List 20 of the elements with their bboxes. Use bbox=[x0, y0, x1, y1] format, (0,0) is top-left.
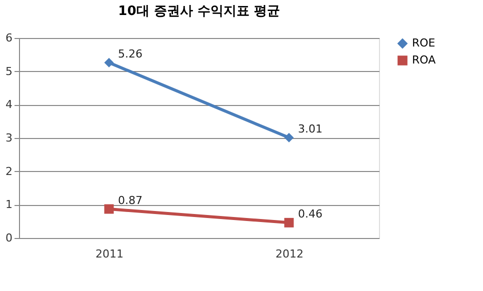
legend-label: ROA bbox=[412, 54, 436, 66]
y-tick-label: 6 bbox=[6, 32, 12, 44]
legend-label: ROE bbox=[412, 36, 436, 50]
data-label: 0.87 bbox=[118, 194, 142, 207]
x-tick-label: 2011 bbox=[96, 248, 124, 260]
data-label: 0.46 bbox=[298, 208, 322, 221]
y-tick-label: 0 bbox=[6, 232, 12, 244]
data-label: 3.01 bbox=[298, 122, 322, 136]
point bbox=[104, 204, 114, 214]
chart-title: 10대 증권사 수익지표 평균 bbox=[118, 4, 280, 19]
y-tick-label: 3 bbox=[6, 132, 12, 144]
y-tick-label: 2 bbox=[6, 164, 12, 178]
data-label: 5.26 bbox=[118, 48, 142, 61]
point bbox=[284, 218, 294, 228]
y-tick-label: 5 bbox=[6, 64, 12, 78]
point bbox=[284, 132, 294, 142]
y-tick-label: 1 bbox=[6, 198, 12, 212]
x-tick-label: 2012 bbox=[276, 248, 304, 260]
y-tick-label: 4 bbox=[6, 98, 12, 112]
point bbox=[104, 58, 114, 68]
